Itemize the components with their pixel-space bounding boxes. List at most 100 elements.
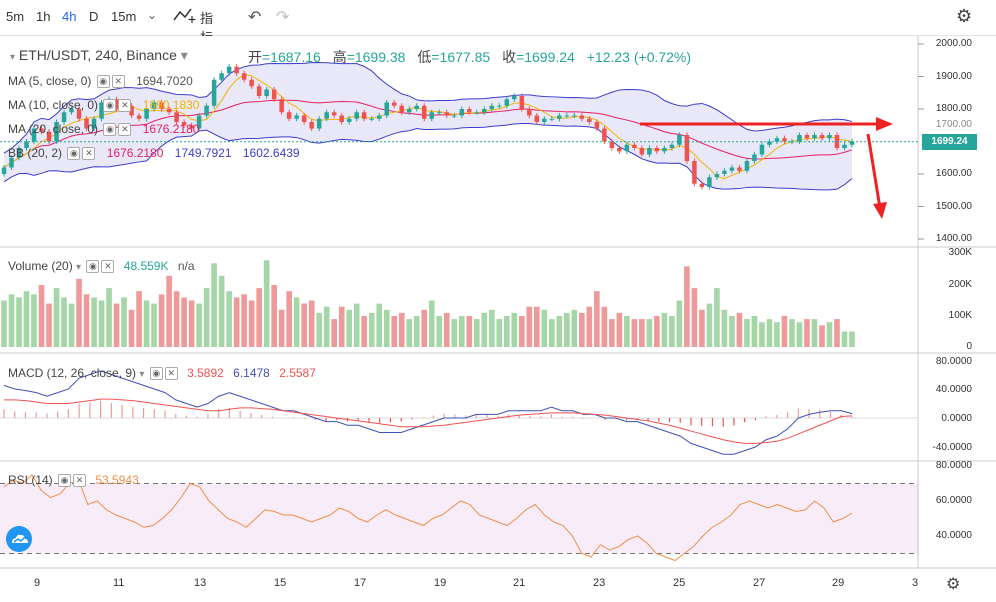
candle-body	[16, 148, 22, 158]
annotation-arrow-down	[866, 133, 882, 209]
timeframe-15m[interactable]: 15m	[111, 9, 137, 24]
rsi-visibility-eye-icon[interactable]: ◉	[58, 474, 72, 488]
annotation-arrowhead-right	[876, 117, 893, 131]
candle-body	[564, 115, 570, 117]
volume-bar	[684, 266, 690, 347]
volume-bar	[751, 316, 758, 347]
time-tick: 19	[434, 577, 447, 589]
candle-body	[789, 141, 795, 143]
candle-body	[774, 138, 780, 142]
volume-bar	[826, 322, 833, 347]
candle-body	[572, 115, 577, 117]
volume-bar	[841, 331, 848, 347]
ma10-visibility-eye-icon[interactable]: ◉	[103, 99, 117, 113]
macd-remove-close-icon[interactable]: ✕	[164, 367, 178, 381]
indicators-button[interactable]: 指标	[172, 6, 213, 45]
undo-icon[interactable]: ↶	[248, 9, 262, 26]
ma5-remove-close-icon[interactable]: ✕	[111, 75, 125, 89]
candle-body	[467, 109, 472, 113]
volume-bar	[849, 331, 855, 347]
candle-body	[482, 109, 487, 113]
timeframe-4h[interactable]: 4h	[62, 9, 77, 24]
volume-bar	[481, 312, 488, 347]
candle-body	[647, 148, 652, 155]
timeframe-1h[interactable]: 1h	[36, 9, 51, 24]
candle-body	[782, 138, 787, 142]
time-tick: 13	[194, 577, 207, 589]
candle-body	[579, 115, 585, 119]
chart-area[interactable]	[0, 36, 996, 602]
volume-visibility-eye-icon[interactable]: ◉	[86, 260, 100, 274]
volume-bar	[534, 306, 540, 347]
rsi-remove-close-icon[interactable]: ✕	[73, 474, 87, 488]
ma20-value: 1676.2180	[142, 122, 200, 136]
volume-dropdown-icon[interactable]: ▾	[76, 262, 82, 273]
volume-bar	[16, 297, 22, 347]
volume-bar	[271, 285, 277, 347]
ma5-visibility-eye-icon[interactable]: ◉	[96, 75, 110, 89]
open-label: 开	[248, 49, 262, 65]
bb-upper-value: 1749.7921	[174, 146, 232, 160]
volume-bar	[609, 319, 615, 347]
bb-remove-close-icon[interactable]: ✕	[82, 147, 96, 161]
ma5-legend: MA (5, close, 0) ◉ ✕ 1694.7020	[8, 74, 193, 89]
volume-bar	[661, 312, 668, 347]
last-price-tag: 1699.24	[922, 134, 977, 150]
volume-bar	[413, 316, 420, 347]
bb-basis-value: 1676.2180	[106, 146, 164, 160]
volume-value: 48.559K	[123, 259, 169, 273]
rsi-line	[3, 473, 853, 562]
ma20-visibility-eye-icon[interactable]: ◉	[103, 123, 117, 137]
logo-cloud-icon	[12, 534, 28, 543]
volume-bar	[338, 306, 345, 347]
candle-body	[144, 109, 149, 119]
macd-visibility-eye-icon[interactable]: ◉	[149, 367, 163, 381]
candle-body	[819, 135, 825, 139]
ma20-remove-close-icon[interactable]: ✕	[118, 123, 132, 137]
candle-body	[414, 105, 419, 109]
macd-dropdown-icon[interactable]: ▾	[139, 369, 145, 380]
rsi-tick: 40.0000	[935, 530, 972, 541]
volume-bar	[1, 300, 7, 347]
volume-bar	[624, 316, 630, 347]
candle-body	[437, 112, 442, 114]
timeframe-5m[interactable]: 5m	[6, 9, 25, 24]
candle-body	[429, 112, 435, 119]
price-tick: 1800.00	[935, 103, 972, 114]
candle-body	[722, 170, 727, 174]
candle-body	[9, 157, 14, 168]
candle-body	[752, 154, 757, 161]
ma5-value: 1694.7020	[136, 74, 193, 88]
volume-bar	[714, 288, 720, 347]
timeframe-dropdown-chevron-icon[interactable]: ⌄	[147, 8, 158, 22]
symbol-collapse-chevron-icon[interactable]: ▾	[10, 52, 16, 63]
bb-visibility-eye-icon[interactable]: ◉	[67, 147, 81, 161]
volume-bar	[473, 319, 480, 347]
volume-bar	[233, 297, 240, 347]
ma10-remove-close-icon[interactable]: ✕	[118, 99, 132, 113]
candle-body	[812, 135, 817, 139]
timeframe-d[interactable]: D	[89, 9, 99, 24]
volume-bar	[549, 319, 555, 347]
price-tick: 1600.00	[935, 168, 972, 179]
candle-body	[399, 105, 404, 113]
symbol-dropdown-icon[interactable]: ▾	[180, 47, 188, 63]
volume-bar	[203, 288, 210, 347]
volume-bar	[819, 325, 825, 347]
axis-settings-gear-icon[interactable]: ⚙	[946, 576, 961, 593]
volume-bar	[579, 312, 585, 347]
candle-body	[211, 79, 217, 106]
volume-bar	[736, 312, 743, 347]
volume-bar	[616, 312, 623, 347]
redo-icon[interactable]: ↷	[276, 9, 290, 26]
candle-body	[519, 96, 525, 109]
settings-gear-icon[interactable]: ⚙	[956, 6, 973, 26]
volume-bar	[173, 291, 180, 347]
top-toolbar: 5m 1h 4h D 15m ⌄ 指标 ↶ ↷ ⚙	[0, 0, 996, 45]
time-tick: 11	[113, 577, 125, 589]
volume-bar	[496, 319, 503, 347]
candle-body	[24, 141, 29, 148]
volume-bar	[113, 303, 120, 347]
volume-remove-close-icon[interactable]: ✕	[101, 260, 115, 274]
candle-body	[204, 105, 209, 116]
